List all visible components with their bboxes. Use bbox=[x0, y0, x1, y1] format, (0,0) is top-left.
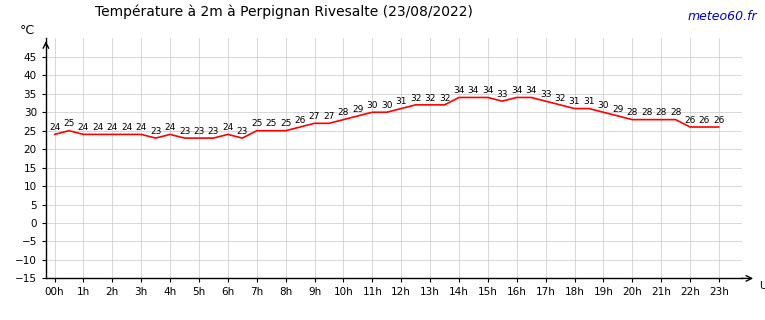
Text: 28: 28 bbox=[337, 108, 349, 117]
Text: 31: 31 bbox=[396, 97, 407, 106]
Text: 24: 24 bbox=[106, 123, 118, 132]
Text: 32: 32 bbox=[410, 94, 422, 103]
Text: 23: 23 bbox=[179, 127, 190, 136]
Text: 34: 34 bbox=[526, 86, 537, 95]
Text: 29: 29 bbox=[352, 105, 363, 114]
Text: 27: 27 bbox=[309, 112, 321, 121]
Text: 25: 25 bbox=[251, 119, 262, 129]
Text: 26: 26 bbox=[698, 116, 710, 125]
Text: 25: 25 bbox=[280, 119, 291, 129]
Text: 30: 30 bbox=[597, 101, 609, 110]
Text: 34: 34 bbox=[482, 86, 493, 95]
Text: 26: 26 bbox=[295, 116, 306, 125]
Text: 33: 33 bbox=[496, 90, 508, 99]
Text: 28: 28 bbox=[627, 108, 638, 117]
Text: 25: 25 bbox=[265, 119, 277, 129]
Text: 23: 23 bbox=[150, 127, 161, 136]
Text: 25: 25 bbox=[63, 119, 75, 129]
Text: 31: 31 bbox=[583, 97, 594, 106]
Text: 24: 24 bbox=[121, 123, 132, 132]
Text: 31: 31 bbox=[568, 97, 581, 106]
Text: 32: 32 bbox=[555, 94, 566, 103]
Text: 30: 30 bbox=[381, 101, 392, 110]
Text: 23: 23 bbox=[236, 127, 248, 136]
Text: 34: 34 bbox=[454, 86, 464, 95]
Text: 24: 24 bbox=[93, 123, 103, 132]
Text: 28: 28 bbox=[670, 108, 682, 117]
Text: 33: 33 bbox=[540, 90, 552, 99]
Text: 24: 24 bbox=[49, 123, 60, 132]
Text: 29: 29 bbox=[612, 105, 623, 114]
Text: 24: 24 bbox=[135, 123, 147, 132]
Text: 24: 24 bbox=[78, 123, 89, 132]
Text: UTC: UTC bbox=[760, 281, 765, 291]
Text: 30: 30 bbox=[366, 101, 378, 110]
Text: 27: 27 bbox=[324, 112, 334, 121]
Text: 23: 23 bbox=[194, 127, 205, 136]
Text: 26: 26 bbox=[685, 116, 695, 125]
Text: 32: 32 bbox=[439, 94, 451, 103]
Text: 24: 24 bbox=[164, 123, 176, 132]
Text: 24: 24 bbox=[223, 123, 233, 132]
Text: 28: 28 bbox=[656, 108, 667, 117]
Text: °C: °C bbox=[19, 24, 34, 37]
Text: 34: 34 bbox=[511, 86, 522, 95]
Text: 23: 23 bbox=[208, 127, 219, 136]
Text: 26: 26 bbox=[713, 116, 724, 125]
Text: 32: 32 bbox=[425, 94, 436, 103]
Text: 28: 28 bbox=[641, 108, 653, 117]
Text: 34: 34 bbox=[467, 86, 479, 95]
Text: Température à 2m à Perpignan Rivesalte (23/08/2022): Température à 2m à Perpignan Rivesalte (… bbox=[95, 5, 473, 19]
Text: meteo60.fr: meteo60.fr bbox=[688, 10, 757, 23]
